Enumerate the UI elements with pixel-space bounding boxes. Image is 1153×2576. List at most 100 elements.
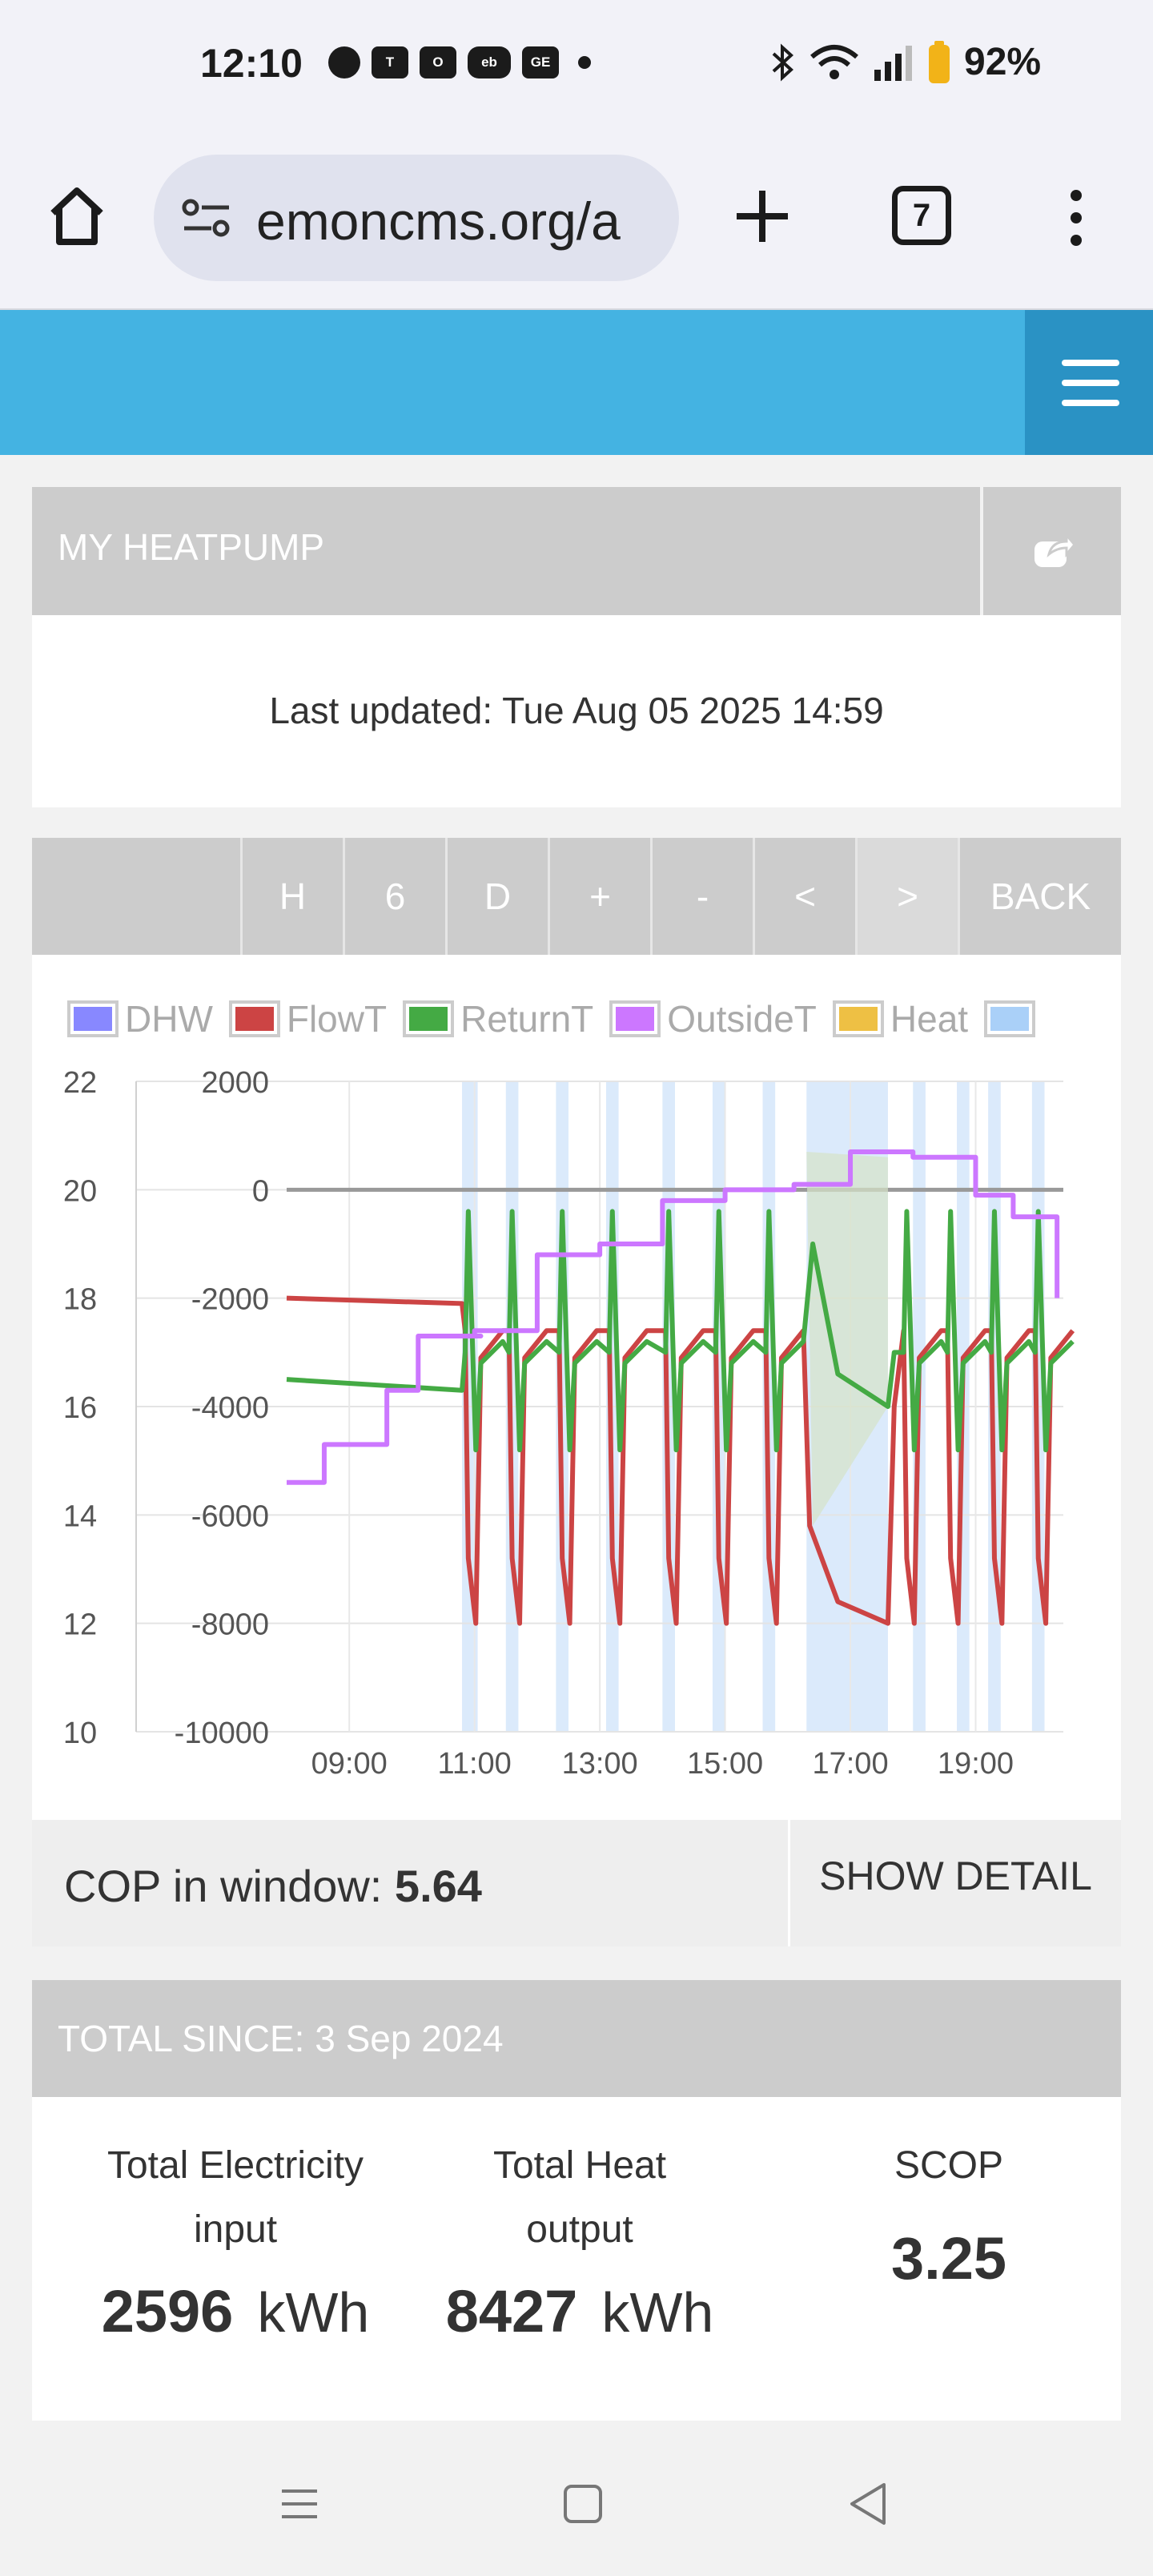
recents-icon[interactable] xyxy=(280,2485,319,2523)
totals-panel: Total Electricity input 2596 kWh Total He… xyxy=(32,2097,1121,2421)
y-right-tick-label: -6000 xyxy=(191,1499,269,1533)
zoom-in-button[interactable]: + xyxy=(548,838,650,955)
legend-item-outsidet[interactable]: OutsideT xyxy=(609,997,817,1040)
x-tick-label: 13:00 xyxy=(562,1747,638,1781)
teams-icon: T xyxy=(372,46,408,78)
pan-right-button[interactable]: > xyxy=(855,838,958,955)
menu-line-icon xyxy=(1062,380,1119,386)
legend-item-heat[interactable]: Heat xyxy=(832,997,969,1040)
home-nav-icon[interactable] xyxy=(562,2483,604,2525)
more-notifications-dot-icon xyxy=(578,56,591,69)
legend-swatch xyxy=(832,1000,884,1037)
share-icon xyxy=(1034,531,1076,567)
legend-label: FlowT xyxy=(286,998,388,1040)
bluetooth-icon xyxy=(772,42,793,82)
legend-label: DHW xyxy=(125,998,213,1040)
y-left-tick-label: 16 xyxy=(63,1391,97,1425)
signal-icon xyxy=(874,45,912,81)
legend-item-dhw[interactable]: DHW xyxy=(67,997,213,1040)
tab-count: 7 xyxy=(912,198,931,233)
more-menu-icon[interactable] xyxy=(1062,189,1091,247)
show-detail-button[interactable]: SHOW DETAIL xyxy=(788,1820,1121,1946)
total-electricity-label-2: input xyxy=(193,2208,278,2251)
legend-swatch xyxy=(984,1000,1036,1037)
total-heat-label-1: Total Heat xyxy=(492,2144,667,2187)
heatpump-chart[interactable]: 22 2000 20 0 18 -2000 16 -4000 14 -6000 12 -8000 10 -… xyxy=(32,1049,1121,1802)
legend-swatch xyxy=(228,1000,280,1037)
total-electricity-unit: kWh xyxy=(257,2281,370,2344)
ge-icon: GE xyxy=(522,46,559,78)
browser-toolbar: emoncms.org/a 7 xyxy=(0,136,1153,310)
ebay-icon: eb xyxy=(468,46,511,78)
y-left-tick-label: 12 xyxy=(63,1608,97,1642)
total-heat: Total Heat output 8427 kWh xyxy=(396,2134,764,2352)
url-text[interactable]: emoncms.org/a xyxy=(256,191,621,251)
flowt-line xyxy=(286,1295,1075,1626)
scop: SCOP 3.25 xyxy=(809,2134,1089,2291)
six-hour-button[interactable]: 6 xyxy=(343,838,445,955)
hour-button[interactable]: H xyxy=(240,838,343,955)
totals-header: TOTAL SINCE: 3 Sep 2024 xyxy=(32,1980,1121,2097)
back-nav-icon[interactable] xyxy=(847,2481,889,2526)
cop-label: COP in window: 5.64 xyxy=(64,1860,482,1912)
status-bar: 12:10 T O eb GE 92% xyxy=(0,0,1153,136)
legend-item-flowt[interactable]: FlowT xyxy=(228,997,388,1040)
total-electricity-value: 2596 xyxy=(101,2278,234,2345)
chat-icon xyxy=(328,46,360,78)
total-electricity: Total Electricity input 2596 kWh xyxy=(51,2134,420,2352)
tab-switcher-button[interactable]: 7 xyxy=(892,186,951,245)
site-header xyxy=(0,310,1153,455)
status-time: 12:10 xyxy=(200,41,303,86)
y-left-tick-label: 22 xyxy=(63,1066,97,1100)
battery-icon xyxy=(929,40,950,83)
menu-line-icon xyxy=(1062,360,1119,366)
site-settings-icon[interactable] xyxy=(181,196,232,239)
menu-button[interactable] xyxy=(1025,310,1153,455)
legend-swatch xyxy=(67,1000,119,1037)
outlook-icon: O xyxy=(420,46,456,78)
system-nav-bar xyxy=(0,2435,1153,2576)
y-left-tick-label: 14 xyxy=(63,1499,97,1533)
x-tick-label: 09:00 xyxy=(311,1747,388,1781)
y-left-tick-label: 18 xyxy=(63,1283,97,1317)
notification-icons: T O eb GE xyxy=(328,46,591,78)
legend-item-returnt[interactable]: ReturnT xyxy=(403,997,593,1040)
cop-bar: COP in window: 5.64 SHOW DETAIL xyxy=(32,1820,1121,1946)
legend-label: Heat xyxy=(890,998,969,1040)
pan-left-button[interactable]: < xyxy=(753,838,855,955)
y-right-tick-label: -4000 xyxy=(191,1391,269,1425)
y-right-tick-label: 2000 xyxy=(201,1066,269,1100)
x-tick-label: 11:00 xyxy=(438,1747,512,1781)
address-bar[interactable]: emoncms.org/a xyxy=(154,155,679,281)
battery-percent: 92% xyxy=(964,41,1042,83)
outsidet-line xyxy=(287,1149,1060,1485)
home-icon[interactable] xyxy=(45,184,109,248)
time-toolbar: H 6 D + - < > BACK xyxy=(32,838,1121,955)
legend-item-extra[interactable] xyxy=(984,997,1036,1040)
y-right-tick-label: -10000 xyxy=(175,1717,269,1750)
share-button[interactable] xyxy=(980,487,1121,615)
x-tick-label: 17:00 xyxy=(812,1747,888,1781)
back-button[interactable]: BACK xyxy=(958,838,1121,955)
chart-card xyxy=(32,838,1121,1820)
last-updated: Last updated: Tue Aug 05 2025 14:59 xyxy=(269,690,884,731)
cop-value: 5.64 xyxy=(394,1861,482,1911)
wifi-icon xyxy=(810,44,858,79)
y-left-tick-label: 10 xyxy=(63,1717,97,1750)
zoom-out-button[interactable]: - xyxy=(650,838,753,955)
chart-legend: DHW FlowT ReturnT OutsideT Heat xyxy=(67,997,1092,1040)
legend-swatch xyxy=(609,1000,661,1037)
total-electricity-label-1: Total Electricity xyxy=(106,2144,364,2187)
scop-label: SCOP xyxy=(894,2144,1004,2187)
x-tick-label: 15:00 xyxy=(687,1747,763,1781)
panel-header: MY HEATPUMP xyxy=(32,487,1121,615)
total-heat-label-2: output xyxy=(526,2208,633,2251)
day-button[interactable]: D xyxy=(445,838,548,955)
heatpump-panel: MY HEATPUMP Last updated: Tue Aug 05 202… xyxy=(32,487,1121,807)
total-heat-value: 8427 xyxy=(445,2278,578,2345)
y-right-tick-label: -2000 xyxy=(191,1283,269,1317)
new-tab-icon[interactable] xyxy=(733,187,791,245)
dhw-long-cycle-area xyxy=(806,1151,888,1526)
legend-label: ReturnT xyxy=(460,998,594,1040)
scop-value: 3.25 xyxy=(890,2225,1007,2292)
